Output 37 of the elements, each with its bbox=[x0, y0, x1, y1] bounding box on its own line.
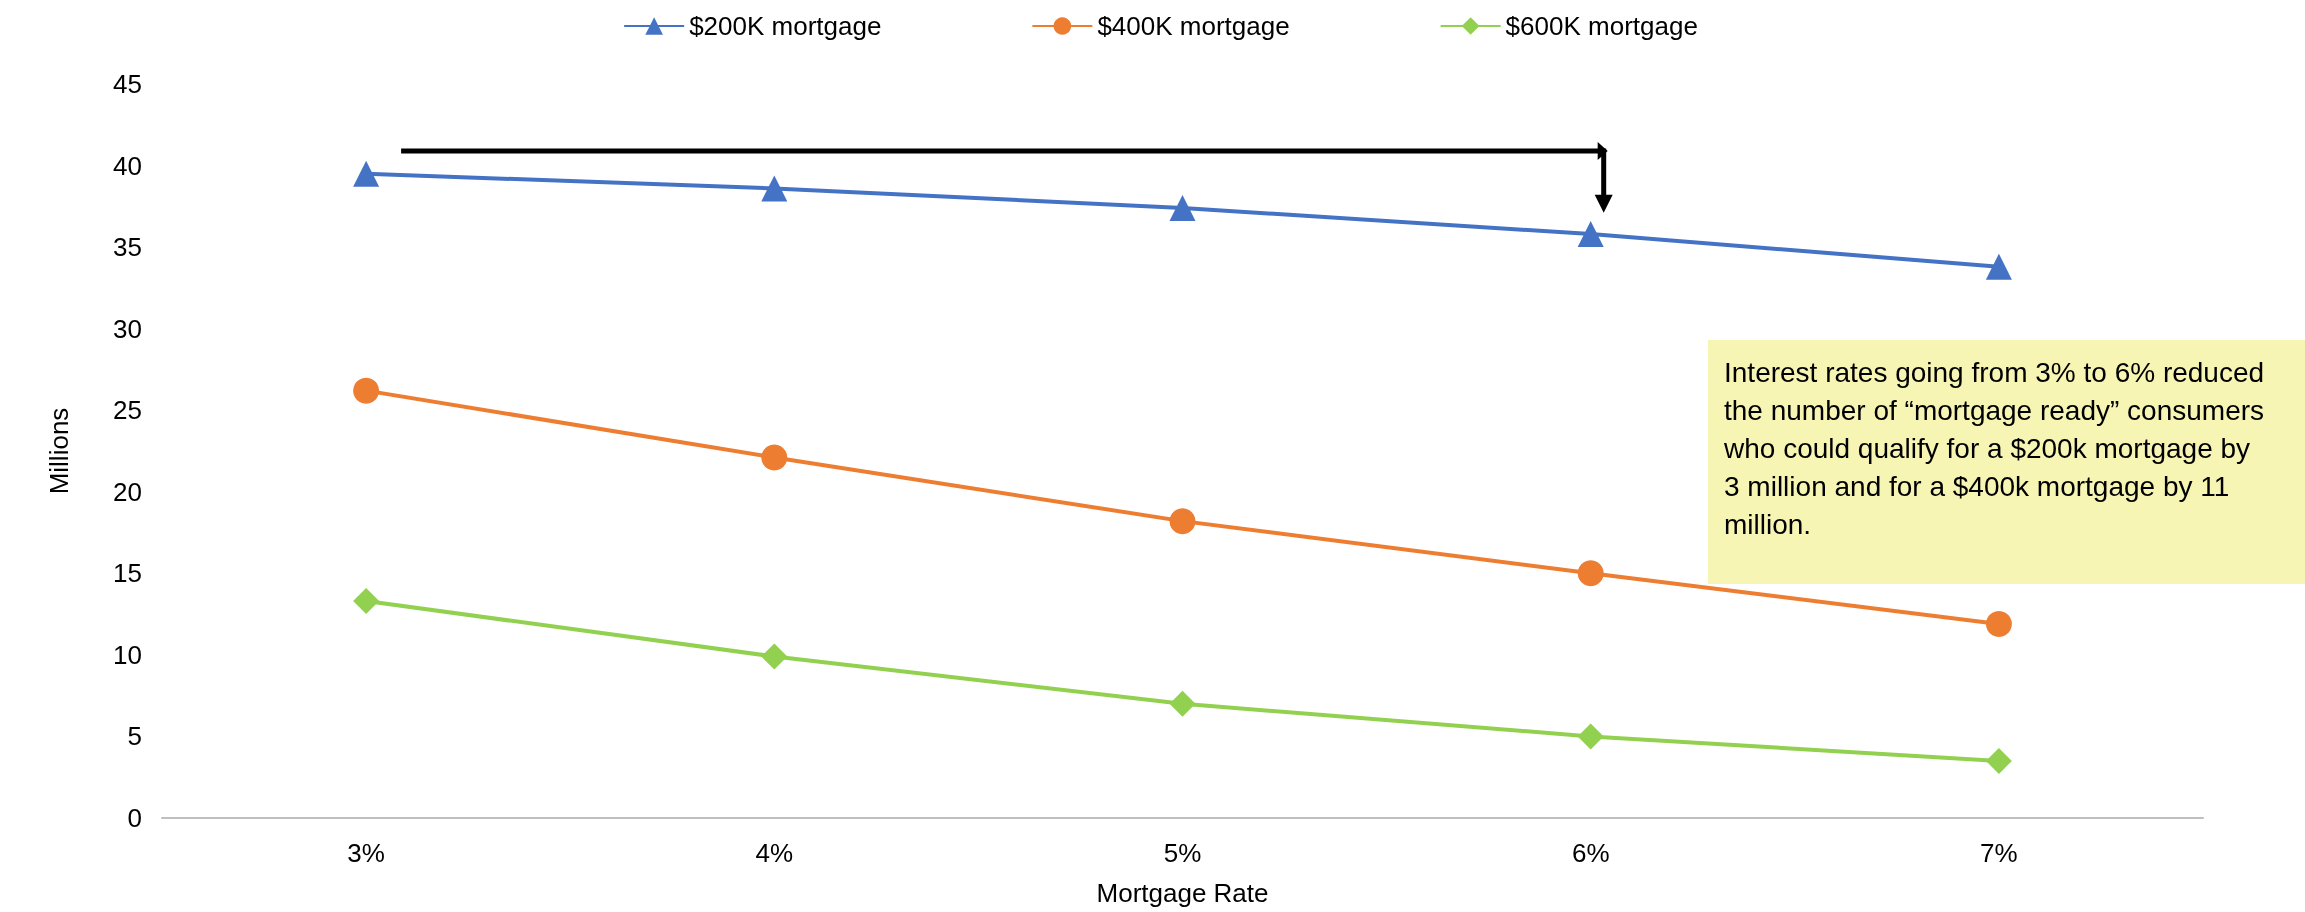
legend-label: $200K mortgage bbox=[689, 11, 882, 41]
x-tick-label: 5% bbox=[1163, 838, 1202, 868]
y-tick-label: 0 bbox=[127, 803, 142, 833]
point bbox=[1169, 508, 1196, 535]
point bbox=[1577, 221, 1604, 248]
point bbox=[761, 643, 788, 670]
note-box: Interest rates going from 3% to 6% reduced the number of “mortgage ready” consumers who could qualify for a $200k mortgage by 3 million and for a $400k mortgage by 11 million. bbox=[1708, 340, 2305, 584]
y-tick-label: 30 bbox=[113, 313, 142, 344]
point bbox=[1985, 610, 2012, 637]
annotation: Interest rates going from 3% to 6% reduced the number of “mortgage ready” consumers who could qualify for a $200k mortgage by 3 million and for a $400k mortgage by 11 million. bbox=[1724, 356, 2266, 542]
y-tick-label: 15 bbox=[113, 558, 142, 589]
point bbox=[1169, 194, 1196, 221]
point bbox=[353, 160, 380, 187]
y-tick-label: 40 bbox=[113, 150, 142, 181]
legend-label: $600K mortgage bbox=[1505, 11, 1698, 41]
point bbox=[761, 175, 788, 202]
x-tick-label: 4% bbox=[755, 838, 794, 868]
point bbox=[1577, 560, 1604, 587]
x-axis-title: Mortgage Rate bbox=[1096, 878, 1269, 908]
point bbox=[353, 377, 380, 404]
x-tick-label: 6% bbox=[1571, 838, 1610, 868]
point bbox=[1577, 723, 1604, 750]
point bbox=[353, 588, 380, 615]
y-tick-label: 20 bbox=[113, 476, 142, 507]
legend-label: $400K mortgage bbox=[1097, 11, 1290, 41]
y-tick-label: 45 bbox=[113, 69, 142, 99]
point bbox=[761, 444, 788, 471]
x-tick-label: 3% bbox=[347, 838, 385, 868]
y-tick-label: 5 bbox=[127, 721, 142, 752]
point bbox=[1985, 253, 2012, 280]
x-tick-label: 7% bbox=[1980, 838, 2018, 868]
y-axis-title: Millions bbox=[44, 407, 74, 495]
y-tick-label: 10 bbox=[113, 639, 142, 670]
point bbox=[1985, 747, 2012, 774]
point bbox=[1169, 690, 1196, 717]
y-tick-label: 35 bbox=[113, 232, 142, 263]
y-tick-label: 25 bbox=[113, 395, 142, 426]
